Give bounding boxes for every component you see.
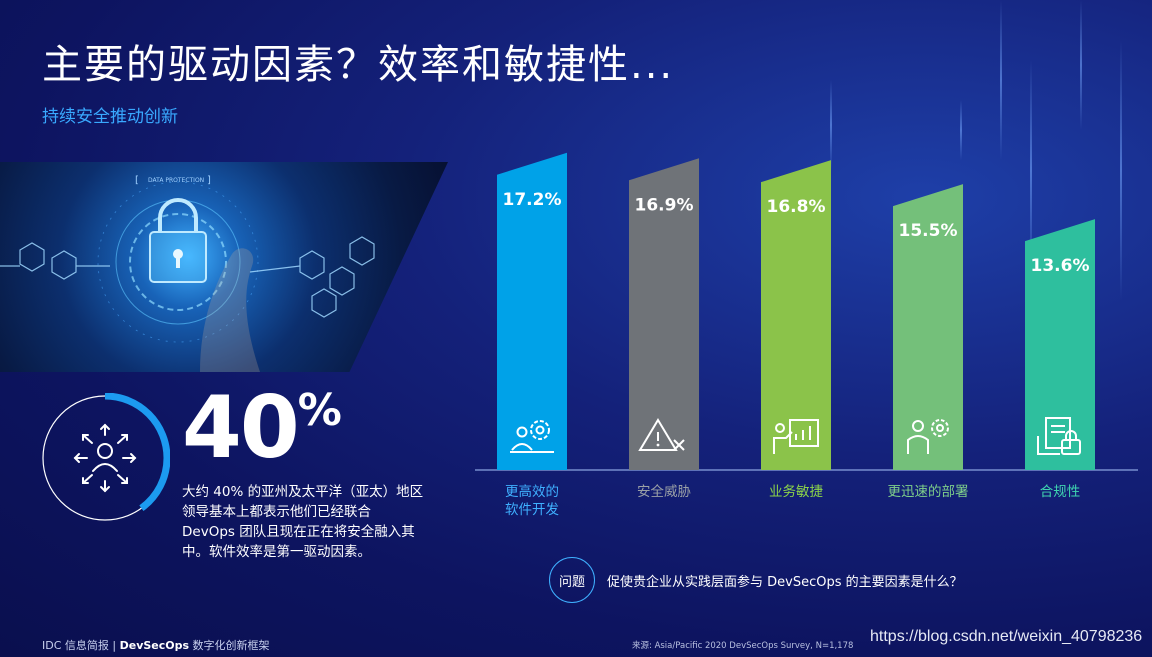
svg-text:[: [ bbox=[135, 175, 139, 186]
category-label: 更高效的 软件开发 bbox=[505, 484, 559, 518]
hexagon-icon bbox=[51, 250, 77, 280]
footer-source: 来源: Asia/Pacific 2020 DevSecOps Survey, … bbox=[632, 641, 854, 651]
hexagon-icon bbox=[299, 250, 325, 280]
background-light-streak bbox=[960, 100, 962, 160]
hexagon-icon bbox=[19, 242, 45, 272]
chart-bar bbox=[629, 158, 699, 470]
question-text: 促使贵企业从实践层面参与 DevSecOps 的主要因素是什么？ bbox=[607, 574, 963, 590]
bar-value-label: 15.5% bbox=[899, 221, 958, 241]
footer-prefix: IDC 信息简报 | bbox=[42, 639, 117, 652]
question-badge: 问题 bbox=[549, 557, 595, 603]
padlock-icon bbox=[149, 198, 207, 283]
stat-value: 40 bbox=[182, 378, 300, 478]
stat-description: 大约 40% 的亚州及太平洋（亚太）地区领导基本上都表示他们已经联合 DevOp… bbox=[182, 484, 424, 560]
chart-bar bbox=[497, 152, 567, 470]
chart-bar bbox=[1025, 219, 1095, 470]
chart-bar bbox=[893, 184, 963, 470]
survey-question: 问题 促使贵企业从实践层面参与 DevSecOps 的主要因素是什么？ bbox=[549, 557, 963, 603]
locked-document-icon bbox=[1037, 417, 1081, 455]
category-label: 安全威胁 bbox=[637, 484, 691, 500]
background-light-streak bbox=[1030, 60, 1032, 280]
page-subtitle: 持续安全推动创新 bbox=[42, 107, 178, 127]
hexagon-icon bbox=[311, 288, 337, 318]
presentation-chart-icon bbox=[773, 419, 819, 454]
bar-value-label: 16.9% bbox=[635, 195, 694, 215]
drivers-bar-chart: 17.2% 16.9% 16.8% 15.5% 13.6% bbox=[460, 120, 1150, 540]
chart-bar bbox=[761, 160, 831, 470]
footer-suffix: 数字化创新框架 bbox=[192, 639, 270, 652]
developer-gears-icon bbox=[510, 420, 554, 453]
bar-value-label: 17.2% bbox=[503, 190, 562, 210]
page-title: 主要的驱动因素？效率和敏捷性... bbox=[42, 42, 675, 88]
headline-stat: 40% bbox=[182, 385, 342, 471]
person-gear-icon bbox=[907, 419, 949, 454]
footer-brief: IDC 信息简报 | DevSecOps 数字化创新框架 bbox=[42, 637, 270, 653]
bar-value-label: 16.8% bbox=[767, 197, 826, 217]
data-protection-hero-image: DATA PROTECTION [ ] bbox=[0, 162, 448, 372]
background-light-streak bbox=[1080, 0, 1082, 130]
background-light-streak bbox=[1000, 0, 1002, 160]
hexagon-icon bbox=[329, 266, 355, 296]
warning-triangle-icon bbox=[638, 418, 685, 451]
svg-text:]: ] bbox=[207, 175, 211, 186]
category-label: 合规性 bbox=[1039, 484, 1081, 500]
category-label: 更迅速的部署 bbox=[887, 484, 969, 500]
bar-value-label: 13.6% bbox=[1031, 256, 1090, 276]
hexagon-icon bbox=[349, 236, 375, 266]
background-light-streak bbox=[830, 80, 832, 170]
watermark-url: https://blog.csdn.net/weixin_40798236 bbox=[870, 628, 1143, 645]
stat-unit: % bbox=[297, 385, 342, 436]
hero-banner-text: DATA PROTECTION bbox=[148, 177, 204, 184]
background-light-streak bbox=[1120, 40, 1122, 300]
team-network-icon bbox=[73, 423, 137, 493]
team-progress-ring bbox=[39, 392, 171, 524]
category-label: 业务敏捷 bbox=[769, 484, 823, 500]
footer-bold: DevSecOps bbox=[119, 639, 190, 652]
